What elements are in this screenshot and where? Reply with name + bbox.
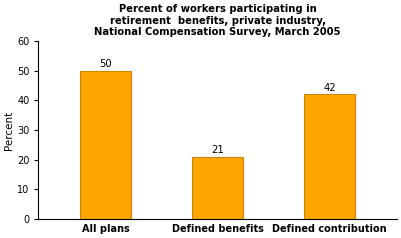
Title: Percent of workers participating in
retirement  benefits, private industry,
Nati: Percent of workers participating in reti… — [94, 4, 341, 37]
Text: 21: 21 — [211, 145, 224, 155]
Bar — [304, 94, 355, 219]
Bar — [192, 157, 243, 219]
Bar — [80, 71, 131, 219]
Text: 42: 42 — [323, 83, 336, 93]
Y-axis label: Percent: Percent — [4, 110, 14, 149]
Text: 50: 50 — [99, 59, 112, 69]
